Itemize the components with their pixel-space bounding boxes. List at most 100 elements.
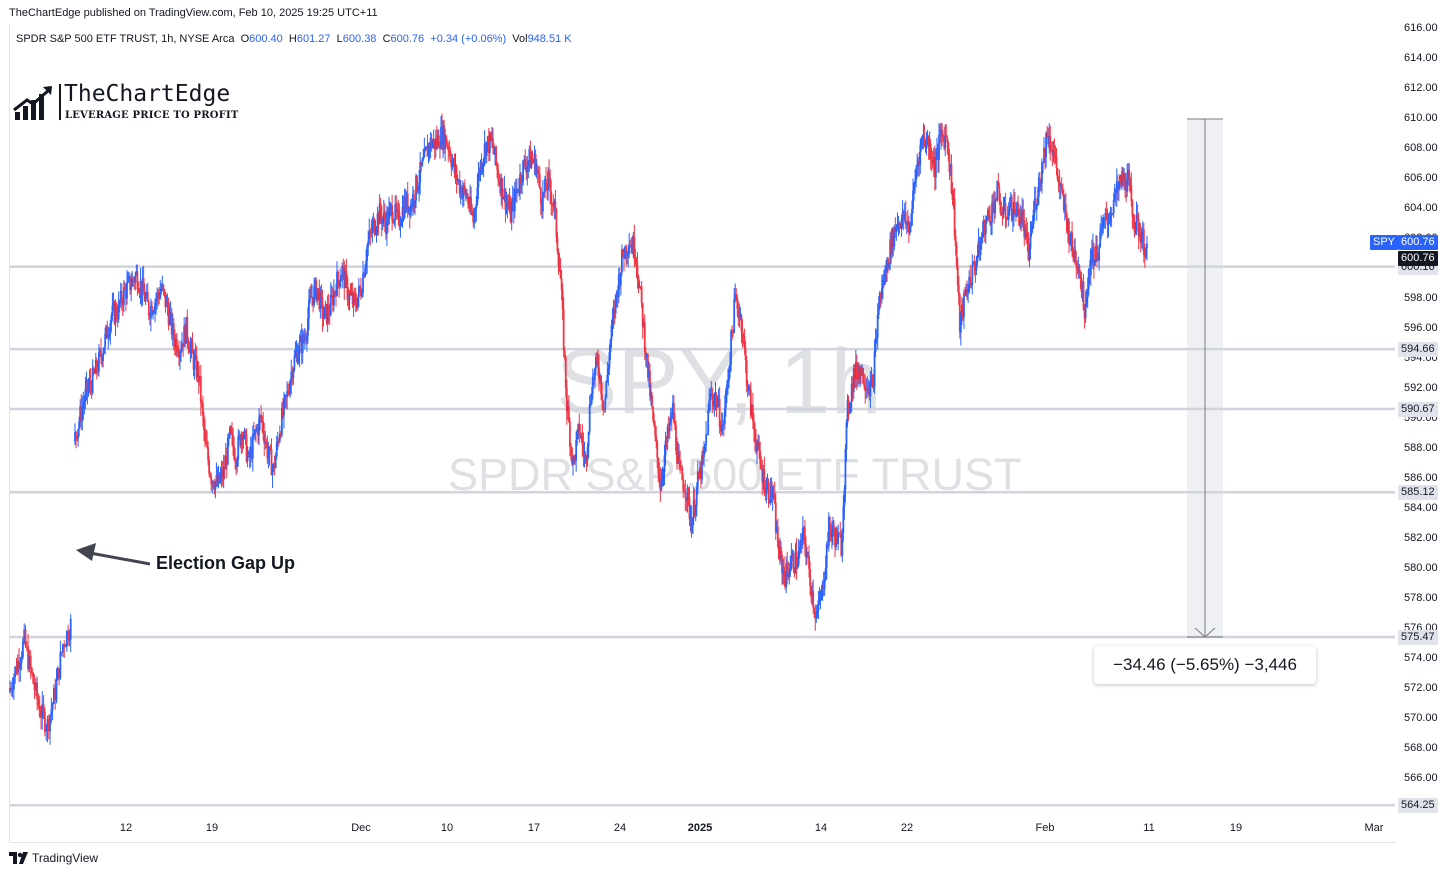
- candle-body-0-46: [68, 639, 71, 641]
- candle-body-9-331: [418, 182, 421, 189]
- candle-body-9-192: [273, 463, 276, 469]
- candle-body-9-198: [279, 433, 282, 435]
- candle-body-9-881: [990, 222, 992, 224]
- candle-body-9-194: [275, 442, 278, 457]
- candle-body-9-345: [432, 138, 435, 144]
- candle-body-9-653: [753, 421, 755, 429]
- candle-body-9-929: [1040, 183, 1042, 185]
- candle-body-9-285: [370, 232, 373, 234]
- candle-body-0-20: [34, 682, 37, 691]
- candle-body-9-816: [922, 136, 925, 138]
- candle-body-9-898: [1007, 210, 1010, 220]
- candle-body-9-697: [798, 546, 801, 552]
- candle-body-9-190: [271, 467, 274, 476]
- candle-body-0-11: [23, 629, 26, 642]
- candle-body-9-671: [771, 494, 774, 499]
- candle-body-9-393: [482, 159, 485, 165]
- candle-body-9-988: [1101, 226, 1104, 229]
- candle-body-9-260: [344, 270, 347, 288]
- candle-body-9-500: [593, 368, 596, 380]
- candle-body-9-1010: [1124, 173, 1127, 189]
- candle-body-9-377: [466, 196, 468, 198]
- candle-body-9-298: [383, 212, 386, 222]
- candle-body-9-368: [456, 179, 459, 181]
- candle-body-9-868: [976, 255, 979, 262]
- candle-body-9-176: [257, 427, 259, 436]
- candle-body-9-894: [1003, 203, 1006, 209]
- candle-body-9-517: [611, 318, 614, 326]
- candle-body-0-25: [41, 703, 44, 719]
- candle-body-9-923: [1033, 198, 1036, 210]
- candle-body-9-466: [558, 265, 561, 271]
- candle-body-9-231: [314, 280, 317, 287]
- last-price-tag-blue: 600.76: [1398, 234, 1438, 250]
- candle-body-9-1005: [1119, 175, 1121, 183]
- candle-body-9-625: [723, 408, 726, 425]
- candle-body-9-886: [995, 199, 998, 201]
- candle-body-9-230: [313, 286, 316, 305]
- candle-body-9-6: [80, 406, 83, 422]
- legend-open: 600.40: [249, 33, 283, 45]
- candle-body-9-189: [270, 448, 273, 476]
- candle-body-9-358: [446, 145, 449, 147]
- candle-body-9-49: [125, 288, 127, 299]
- candle-body-9-883: [992, 202, 994, 204]
- candle-body-9-142: [221, 470, 224, 479]
- candle-body-9-916: [1026, 232, 1029, 239]
- candle-body-9-692: [793, 569, 796, 573]
- candle-body-9-823: [929, 143, 932, 160]
- candle-body-9-1023: [1137, 219, 1140, 237]
- candle-body-9-668: [768, 499, 771, 503]
- candle-body-9-676: [776, 526, 779, 547]
- candle-body-9-40: [115, 307, 118, 318]
- candle-body-9-779: [884, 269, 886, 285]
- candle-body-9-491: [584, 454, 587, 458]
- candle-body-9-148: [227, 436, 230, 438]
- candle-body-9-836: [943, 136, 946, 149]
- candle-body-9-146: [225, 456, 228, 465]
- candle-body-9-357: [445, 135, 448, 146]
- candle-body-9-817: [923, 136, 926, 144]
- candle-body-9-588: [685, 497, 688, 501]
- candle-body-9-601: [698, 467, 701, 479]
- candle-body-9-403: [493, 148, 495, 155]
- candle-body-9-203: [285, 395, 287, 397]
- candle-body-9-590: [687, 487, 690, 498]
- x-tick-label: 17: [527, 822, 541, 834]
- candle-body-9-157: [237, 436, 240, 460]
- candle-body-9-352: [440, 126, 442, 149]
- candle-body-9-337: [424, 148, 427, 150]
- candle-body-9-655: [755, 441, 757, 452]
- candle-body-9-632: [731, 331, 734, 333]
- candle-body-9-100: [178, 353, 180, 358]
- candle-body-9-849: [956, 265, 959, 285]
- candle-body-9-234: [317, 288, 320, 290]
- candle-body-9-680: [781, 554, 783, 573]
- candle-body-9-678: [779, 546, 781, 559]
- candle-body-9-9: [83, 402, 86, 405]
- candle-body-9-663: [763, 469, 766, 493]
- candle-body-9-150: [230, 426, 232, 433]
- candle-body-9-589: [686, 487, 689, 501]
- candle-body-9-254: [338, 280, 340, 287]
- candle-body-9-865: [973, 261, 976, 268]
- candle-body-9-101: [179, 353, 181, 358]
- candle-body-9-134: [213, 486, 216, 491]
- candle-body-9-170: [250, 447, 253, 459]
- candle-body-9-392: [481, 164, 484, 171]
- candle-body-9-324: [410, 204, 413, 208]
- candle-body-9-470: [562, 309, 565, 351]
- candle-body-9-467: [559, 270, 562, 279]
- tradingview-footer[interactable]: TradingView: [9, 851, 98, 865]
- candle-body-9-249: [332, 291, 335, 306]
- candle-body-9-115: [193, 357, 196, 370]
- candle-body-9-423: [513, 189, 516, 212]
- candle-body-9-440: [531, 159, 534, 162]
- candle-body-9-430: [521, 181, 523, 183]
- candle-body-9-608: [706, 434, 709, 436]
- candle-body-9-732: [835, 529, 837, 547]
- candle-body-9-571: [667, 426, 670, 432]
- candle-body-9-223: [305, 336, 308, 340]
- candle-body-9-1025: [1139, 231, 1142, 244]
